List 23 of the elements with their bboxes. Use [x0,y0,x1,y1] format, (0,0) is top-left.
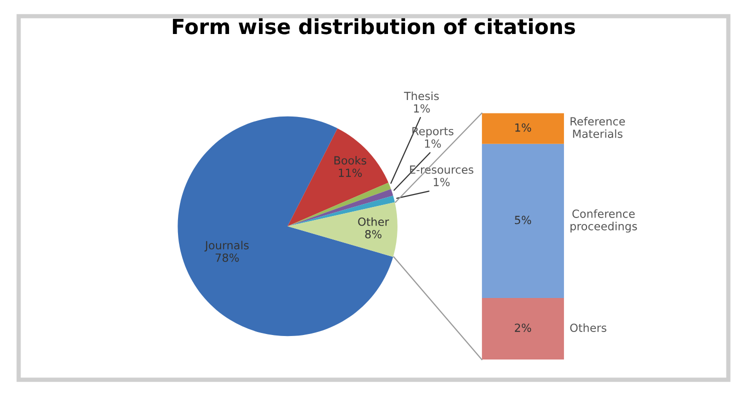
series-label: Others [570,323,606,332]
data-label: 2% [514,324,532,332]
data-label: 1% [434,178,450,186]
series-label: Conference proceedings [570,209,637,233]
data-label: 11% [338,168,362,178]
pie-slice [288,128,388,226]
slice-label: Journals [204,240,249,252]
data-label: 5% [514,216,532,224]
data-label: 8% [365,230,382,238]
data-label: 1% [515,123,532,132]
data-label: 78% [216,253,239,262]
pie-slice [288,196,395,226]
pie-slice [178,116,394,336]
series-label: Reference Materials [570,116,625,138]
chart-title: Form wise distribution of citations [172,18,575,34]
slice-label: Books [334,156,366,165]
data-label: 1% [414,104,430,113]
pie-slice [288,182,391,226]
pie-slice [288,189,394,226]
slice-label: Thesis [404,92,439,100]
data-label: 1% [425,139,441,148]
pie-slice [288,202,398,257]
slice-label: Other [358,217,390,226]
